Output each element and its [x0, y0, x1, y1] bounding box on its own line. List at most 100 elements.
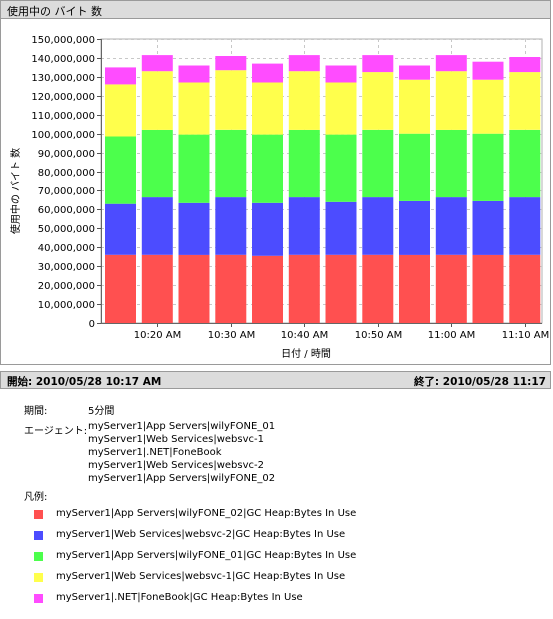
bar-segment [105, 84, 136, 137]
bar-segment [509, 129, 541, 198]
bar-segment [325, 82, 357, 135]
bar-segment [472, 61, 504, 80]
legend-label-text: myServer1|App Servers|wilyFONE_01|GC Hea… [56, 550, 357, 561]
y-tick-label: 150,000,000 [31, 35, 95, 46]
bar-segment [435, 55, 467, 72]
bar-segment [399, 65, 430, 80]
bar-segment [252, 63, 283, 83]
axes: 0 10,000,000 20,000,000 30,000,000 40,000,00… [31, 35, 549, 341]
legend-swatch [34, 573, 43, 582]
legend-swatch [34, 531, 43, 540]
bar-segment [105, 67, 136, 85]
bar-segment [252, 134, 283, 203]
bar-segment [288, 197, 320, 255]
end-time: 終了: 2010/05/28 11:17 [413, 376, 546, 388]
agent-item: myServer1|Web Services|websvc-2 [88, 460, 264, 471]
chart-panel: 0 10,000,000 20,000,000 30,000,000 40,000,00… [0, 19, 551, 365]
y-tick-label: 40,000,000 [38, 243, 95, 254]
bar-segment [178, 65, 210, 83]
y-tick-label: 10,000,000 [38, 300, 95, 311]
bar-segment [141, 129, 173, 198]
grid [100, 38, 543, 324]
bar-segment [435, 71, 467, 130]
bar-segment [509, 254, 541, 323]
plot-area [100, 38, 543, 324]
y-tick-label: 20,000,000 [38, 281, 95, 292]
bar-segment [472, 79, 504, 134]
bar-segment [288, 129, 320, 198]
y-tick-label: 140,000,000 [31, 54, 95, 65]
bar-segment [399, 133, 430, 201]
bar-segment [472, 200, 504, 255]
x-tick-label: 10:30 AM [208, 330, 255, 341]
bar-segment [399, 79, 430, 134]
y-axis-title: 使用中の バイト 数 [9, 148, 22, 234]
y-tick-label: 100,000,000 [31, 130, 95, 141]
bar-segment [362, 254, 394, 323]
x-tick-label: 10:50 AM [355, 330, 402, 341]
legend-swatch [34, 552, 43, 561]
bar-segment [215, 254, 247, 323]
bar-segment [288, 254, 320, 323]
bar-segment [178, 134, 210, 203]
x-tick-label: 11:10 AM [502, 330, 549, 341]
bar-segment [141, 254, 173, 323]
bar-segment [252, 82, 283, 135]
y-tick-label: 130,000,000 [31, 73, 95, 84]
bar-segment [105, 203, 136, 255]
legend-label-text: myServer1|Web Services|websvc-2|GC Heap:… [56, 529, 346, 540]
legend-label: 凡例: [24, 492, 48, 503]
agent-item: myServer1|App Servers|wilyFONE_02 [88, 473, 276, 484]
bar-segment [141, 197, 173, 255]
period-value: 5分間 [88, 406, 115, 417]
stacked-bar-chart: 0 10,000,000 20,000,000 30,000,000 40,000,00… [9, 35, 549, 360]
y-tick-label: 50,000,000 [38, 224, 95, 235]
y-tick-label: 60,000,000 [38, 205, 95, 216]
bar-segment [509, 57, 541, 73]
bar-segment [472, 133, 504, 201]
bar-segment [509, 197, 541, 255]
legend-label-text: myServer1|.NET|FoneBook|GC Heap:Bytes In… [56, 592, 303, 603]
chart-header: 使用中の バイト 数 [0, 0, 551, 19]
y-tick-label: 110,000,000 [31, 111, 95, 122]
bar-segment [509, 72, 541, 130]
bar-segment [215, 56, 247, 71]
bar-segment [105, 254, 136, 323]
x-tick-label: 10:40 AM [281, 330, 328, 341]
legend-swatch [34, 510, 43, 519]
period-label: 期間: [24, 406, 48, 417]
agent-item: myServer1|Web Services|websvc-1 [88, 434, 264, 445]
agent-label: エージェント: [24, 426, 88, 437]
bar-segment [362, 197, 394, 255]
bar-segment [178, 82, 210, 135]
bar-segment [435, 129, 467, 198]
bar-segment [362, 72, 394, 130]
y-tick-label: 0 [89, 319, 95, 330]
legend-label-text: myServer1|Web Services|websvc-1|GC Heap:… [56, 571, 346, 582]
start-time: 開始: 2010/05/28 10:17 AM [7, 376, 162, 388]
bar-segment [325, 254, 357, 323]
bar-segment [178, 202, 210, 255]
bar-segment [362, 55, 394, 73]
y-tick-label: 80,000,000 [38, 168, 95, 179]
legend-swatch [34, 594, 43, 603]
bar-segment [435, 197, 467, 255]
bar-segment [215, 70, 247, 130]
bar-segment [141, 55, 173, 72]
chart-title: 使用中の バイト 数 [7, 5, 102, 18]
bar-segment [141, 71, 173, 130]
bar-segment [105, 136, 136, 204]
bar-segment [472, 254, 504, 323]
bar-segment [252, 202, 283, 256]
time-range-bar: 開始: 2010/05/28 10:17 AM 終了: 2010/05/28 1… [0, 371, 551, 389]
x-tick-label: 11:00 AM [428, 330, 475, 341]
bar-segment [325, 201, 357, 255]
bar-segment [435, 254, 467, 323]
bar-segment [252, 255, 283, 323]
y-tick-label: 90,000,000 [38, 149, 95, 160]
bar-segment [399, 254, 430, 323]
agent-item: myServer1|.NET|FoneBook [88, 447, 222, 458]
bar-segment [325, 65, 357, 83]
bar-segment [288, 71, 320, 130]
bars [105, 55, 541, 323]
